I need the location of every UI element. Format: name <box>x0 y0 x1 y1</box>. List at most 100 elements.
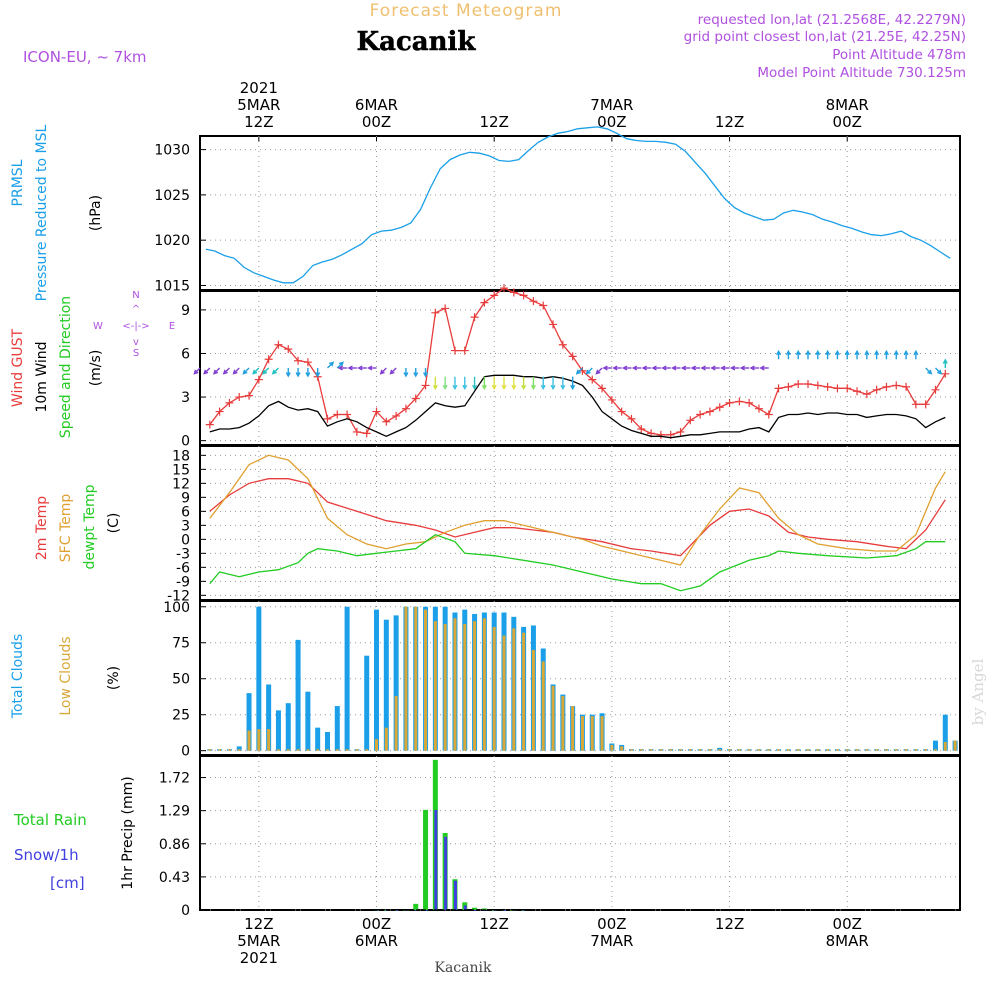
gust-marker <box>382 417 391 426</box>
grid-point-coords: grid point closest lon,lat (21.25E, 42.2… <box>684 29 966 45</box>
precip-ytick-label: 0.43 <box>159 870 190 886</box>
gust-marker <box>931 385 940 394</box>
temperature-ytick-label: 9 <box>181 490 190 506</box>
top-axis-label: 2021 <box>240 79 278 97</box>
wind-gust-label: Wind GUST <box>10 328 26 407</box>
clouds-bar-low-clouds <box>394 695 398 751</box>
clouds-ytick-label: 50 <box>172 672 190 688</box>
gust-marker <box>480 298 489 307</box>
clouds-bar-low-clouds <box>688 749 692 751</box>
bottom-axis-label: 12Z <box>480 915 509 933</box>
precip-bar-snow-1h-cm- <box>444 836 448 910</box>
gust-marker <box>205 420 214 429</box>
clouds-bar-low-clouds <box>512 628 516 751</box>
wind-arrow-head <box>462 384 468 391</box>
top-axis-label: 5MAR <box>237 96 280 114</box>
temperature-ytick-label: -3 <box>176 546 190 562</box>
temp-dewpt-label: dewpt Temp <box>82 484 98 569</box>
clouds-bar-total-clouds <box>266 684 272 751</box>
gust-marker <box>823 382 832 391</box>
clouds-ytick-label: 0 <box>181 744 190 760</box>
wind-arrow-head <box>442 384 448 391</box>
gust-marker <box>441 304 450 313</box>
wind-arrow-head <box>285 372 291 378</box>
wind-arrow-head <box>389 369 395 375</box>
clouds-bar-low-clouds <box>698 749 702 751</box>
precip-bar-snow-1h-cm- <box>463 905 467 910</box>
total-clouds-label: Total Clouds <box>10 634 26 719</box>
clouds-bar-low-clouds <box>590 716 594 751</box>
footer-label: Kacanik <box>435 960 492 976</box>
clouds-bar-total-clouds <box>236 746 242 751</box>
wind-arrow-head <box>379 369 385 375</box>
wind-arrow-head <box>338 361 344 367</box>
gust-marker <box>598 384 607 393</box>
top-axis-label: 12Z <box>244 113 273 131</box>
bottom-axis-label: 2021 <box>240 949 278 967</box>
clouds-bar-total-clouds <box>374 609 380 751</box>
gust-marker <box>843 384 852 393</box>
gust-marker <box>529 297 538 306</box>
temperature-ytick-label: -9 <box>176 574 190 590</box>
gust-marker <box>274 340 283 349</box>
location-title: Kacanik <box>357 27 477 57</box>
clouds-bar-low-clouds <box>316 749 320 751</box>
model-altitude: Model Point Altitude 730.125m <box>757 65 966 81</box>
gust-marker <box>431 308 440 317</box>
clouds-bar-low-clouds <box>473 621 477 751</box>
precip-bar-snow-1h-cm- <box>503 910 506 911</box>
clouds-bar-low-clouds <box>571 706 575 751</box>
clouds-bar-total-clouds <box>932 740 938 751</box>
bottom-axis-label: 5MAR <box>237 932 280 950</box>
gust-marker <box>921 400 930 409</box>
gust-marker <box>705 407 714 416</box>
wind-arrow-head <box>357 365 363 371</box>
clouds-bar-total-clouds <box>285 703 291 751</box>
clouds-bar-low-clouds <box>747 749 751 751</box>
gust-marker <box>696 410 705 419</box>
clouds-bar-low-clouds <box>943 742 947 751</box>
wind-arrow-head <box>795 349 801 356</box>
gust-marker <box>254 375 263 384</box>
temperature-ylabel: (C) <box>106 513 122 534</box>
wind-arrow-head <box>690 365 696 371</box>
clouds-bar-low-clouds <box>502 635 506 751</box>
clouds-bar-total-clouds <box>305 691 311 751</box>
clouds-bar-total-clouds <box>275 710 281 751</box>
clouds-bar-low-clouds <box>208 749 212 751</box>
wind-arrow-head <box>680 365 687 371</box>
clouds-bar-low-clouds <box>551 685 555 751</box>
wind-arrow-head <box>825 349 831 356</box>
gust-marker <box>862 390 871 399</box>
wind-arrow-head <box>661 365 667 371</box>
wind-arrow-head <box>232 369 238 375</box>
snow-label: Snow/1h <box>14 846 79 864</box>
gust-marker <box>745 398 754 407</box>
wind-ytick-label: 9 <box>181 303 190 319</box>
wind-arrow-head <box>844 349 850 356</box>
wind-arrow-head <box>295 372 301 378</box>
gust-marker <box>392 411 401 420</box>
gust-marker <box>686 416 695 425</box>
temperature-ytick-label: 3 <box>181 518 190 534</box>
clouds-bar-low-clouds <box>679 749 683 751</box>
clouds-bar-low-clouds <box>522 632 526 751</box>
clouds-bar-total-clouds <box>246 693 252 751</box>
wind-arrow-head <box>550 384 556 391</box>
gust-marker <box>401 404 410 413</box>
clouds-bar-total-clouds <box>324 731 330 751</box>
clouds-bar-low-clouds <box>659 749 663 751</box>
wind-speed-dir-label: Speed and Direction <box>58 296 74 438</box>
gust-marker <box>215 407 224 416</box>
wind-arrow-head <box>570 384 576 391</box>
clouds-bar-low-clouds <box>953 740 957 751</box>
gust-marker <box>872 385 881 394</box>
bottom-axis-label: 6MAR <box>355 932 398 950</box>
gust-marker <box>735 397 744 406</box>
temperature-series-dewpt-temp <box>209 533 946 592</box>
clouds-bar-low-clouds <box>414 606 418 751</box>
gust-marker <box>539 301 548 310</box>
gust-marker <box>549 320 558 329</box>
clouds-bar-low-clouds <box>306 749 310 751</box>
